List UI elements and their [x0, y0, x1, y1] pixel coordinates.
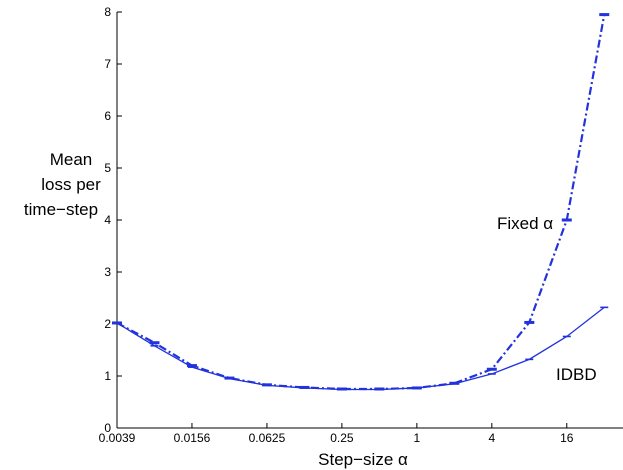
series-line-idbd	[116, 306, 605, 391]
y-axis-label-line: Mean	[50, 150, 93, 169]
y-axis-label: Mean loss per time−step	[24, 150, 101, 219]
y-tick-label: 2	[104, 317, 111, 331]
x-tick-label: 0.0039	[99, 431, 136, 445]
y-tick-label: 5	[104, 161, 111, 175]
y-axis-label-line: loss per	[41, 175, 101, 194]
y-tick-label: 8	[104, 5, 111, 19]
x-axis-label: Step−size α	[318, 450, 408, 469]
series-label-idbd: IDBD	[556, 365, 597, 384]
y-tick-label: 6	[104, 109, 111, 123]
y-tick-label: 3	[104, 265, 111, 279]
x-tick-label: 1	[414, 431, 421, 445]
x-tick-label: 4	[488, 431, 495, 445]
x-tick-label: 0.25	[330, 431, 354, 445]
x-tick-label: 16	[560, 431, 574, 445]
y-tick-label: 0	[104, 421, 111, 435]
series-label-fixed-alpha: Fixed α	[497, 214, 553, 233]
y-tick-label: 7	[104, 57, 111, 71]
x-tick-label: 0.0625	[249, 431, 286, 445]
y-axis-label-line: time−step	[24, 200, 98, 219]
x-tick-label: 0.0156	[174, 431, 211, 445]
y-tick-label: 1	[104, 369, 111, 383]
series-line-fixed-alpha	[116, 14, 606, 391]
y-tick-label: 4	[104, 213, 111, 227]
